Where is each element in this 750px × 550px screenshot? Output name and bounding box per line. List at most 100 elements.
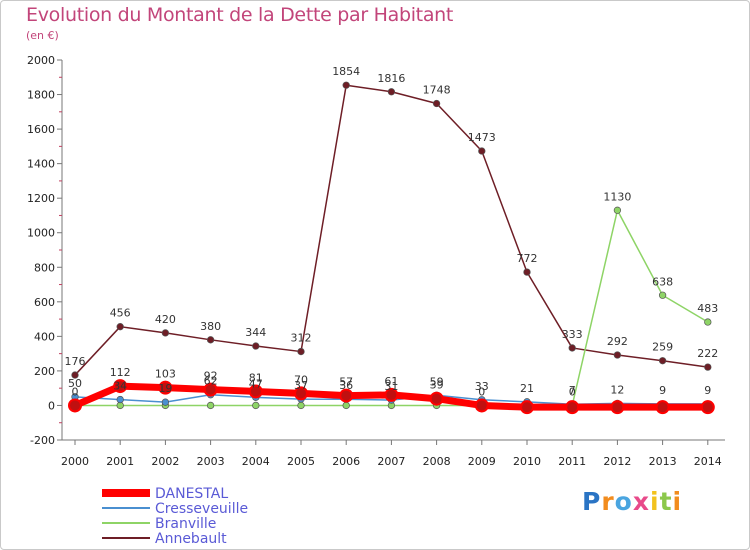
data-label-annebault: 1748	[423, 84, 451, 97]
data-label-danestal: 112	[110, 366, 131, 379]
legend-label-danestal: DANESTAL	[155, 486, 228, 502]
data-point-cresseveuille	[161, 398, 170, 406]
y-tick-label: 400	[34, 330, 55, 343]
logo-letter: i	[650, 487, 660, 516]
data-label-annebault: 222	[697, 347, 718, 360]
data-label-annebault: 344	[245, 326, 266, 339]
data-point-cresseveuille	[116, 395, 124, 404]
data-label-danestal: 81	[249, 371, 263, 384]
y-tick-label: 2000	[27, 54, 55, 67]
data-label-cresseveuille: 9	[659, 384, 666, 397]
data-label-cresseveuille: 34	[113, 380, 127, 393]
data-label-branville: 1130	[603, 190, 631, 203]
data-label-cresseveuille: 59	[430, 375, 444, 388]
legend-label-branville: Branville	[155, 516, 216, 532]
data-label-danestal: 39	[430, 379, 444, 392]
data-point-danestal	[339, 388, 354, 403]
logo-letter: P	[582, 487, 602, 516]
x-tick-label: 2009	[468, 455, 496, 468]
data-point-annebault	[478, 147, 486, 155]
data-point-annebault	[387, 88, 396, 96]
data-point-danestal	[248, 384, 263, 399]
legend-label-annebault: Annebault	[155, 531, 227, 547]
y-tick-label: 0	[48, 399, 55, 412]
data-point-danestal	[429, 391, 444, 406]
data-label-annebault: 1473	[468, 131, 496, 144]
x-tick-label: 2011	[558, 455, 586, 468]
y-tick-label: 800	[34, 261, 55, 274]
data-point-annebault	[161, 329, 170, 337]
logo-letter: i	[672, 487, 683, 516]
logo-letter: x	[632, 487, 650, 516]
x-tick-label: 2010	[513, 455, 541, 468]
data-point-danestal	[203, 382, 218, 397]
chart-title: Evolution du Montant de la Dette par Hab…	[26, 4, 454, 26]
logo-letter: t	[659, 487, 673, 516]
y-tick-label: 200	[34, 365, 55, 378]
data-label-danestal: 92	[204, 370, 218, 383]
data-point-branville	[658, 291, 667, 299]
data-point-annebault	[658, 357, 667, 365]
x-tick-label: 2014	[694, 455, 722, 468]
data-point-branville	[704, 318, 712, 326]
data-label-branville: 483	[697, 302, 718, 315]
logo-letter: r	[601, 487, 615, 516]
data-point-danestal	[294, 386, 308, 401]
y-tick-label: 600	[34, 296, 55, 309]
data-point-danestal	[520, 400, 534, 415]
x-tick-label: 2006	[332, 455, 360, 468]
data-label-annebault: 312	[291, 332, 312, 345]
data-label-annebault: 292	[607, 335, 628, 348]
data-point-danestal	[384, 387, 399, 402]
data-label-annebault: 259	[652, 341, 673, 354]
data-point-annebault	[116, 323, 124, 331]
data-label-danestal: 70	[294, 373, 308, 386]
data-label-danestal: 61	[384, 375, 398, 388]
x-tick-label: 2002	[151, 455, 179, 468]
data-label-annebault: 333	[562, 328, 583, 341]
data-point-branville	[342, 401, 350, 410]
data-label-cresseveuille: 36	[339, 379, 353, 392]
data-point-annebault	[252, 342, 260, 350]
data-label-annebault: 1816	[377, 72, 405, 85]
data-label-cresseveuille: 19	[158, 382, 172, 395]
data-label-annebault: 176	[65, 355, 86, 368]
x-tick-label: 2003	[197, 455, 225, 468]
data-point-danestal	[655, 400, 670, 415]
data-label-cresseveuille: 62	[204, 375, 218, 388]
data-label-annebault: 420	[155, 313, 176, 326]
data-point-annebault	[613, 351, 622, 359]
data-point-branville	[206, 401, 215, 410]
data-point-danestal	[158, 380, 173, 395]
series-layer	[68, 81, 715, 415]
data-label-annebault: 772	[517, 252, 538, 265]
x-tick-label: 2013	[649, 455, 677, 468]
x-tick-label: 2008	[423, 455, 451, 468]
logo-letter: o	[614, 487, 633, 516]
y-tick-label: 1400	[27, 158, 55, 171]
data-label-cresseveuille: 31	[384, 380, 398, 393]
y-tick-label: 1000	[27, 227, 55, 240]
data-label-annebault: 1854	[332, 65, 360, 78]
data-label-cresseveuille: 21	[520, 382, 534, 395]
chart-subtitle: (en €)	[26, 29, 59, 42]
y-tick-label: 1600	[27, 123, 55, 136]
data-label-annebault: 456	[110, 307, 131, 320]
data-point-danestal	[565, 400, 580, 415]
data-label-danestal: 57	[339, 376, 353, 389]
x-tick-label: 2012	[603, 455, 631, 468]
data-point-annebault	[342, 81, 350, 89]
data-point-danestal	[113, 379, 128, 394]
data-label-branville: 0	[569, 385, 576, 398]
data-label-cresseveuille: 47	[249, 377, 263, 390]
legend-label-cresseveuille: Cresseveuille	[155, 501, 248, 517]
data-point-danestal	[68, 398, 82, 413]
data-point-branville	[252, 401, 260, 410]
data-label-annebault: 380	[200, 320, 221, 333]
data-point-annebault	[432, 99, 441, 108]
data-point-branville	[613, 206, 622, 214]
proxiti-logo: Proxiti	[582, 487, 682, 516]
data-point-danestal	[700, 400, 715, 415]
x-tick-label: 2004	[242, 455, 270, 468]
